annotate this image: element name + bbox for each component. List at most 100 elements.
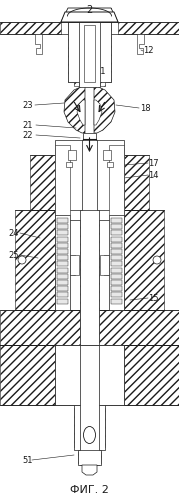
Text: 24: 24 xyxy=(8,229,18,238)
Polygon shape xyxy=(105,22,111,82)
Polygon shape xyxy=(61,8,118,22)
Polygon shape xyxy=(114,345,124,405)
Polygon shape xyxy=(111,224,122,229)
Bar xyxy=(79,22,100,87)
Polygon shape xyxy=(82,143,86,217)
Bar xyxy=(55,140,124,220)
Polygon shape xyxy=(111,286,122,291)
Polygon shape xyxy=(57,224,68,229)
Polygon shape xyxy=(93,143,97,217)
Polygon shape xyxy=(96,452,101,463)
Polygon shape xyxy=(111,299,122,304)
Polygon shape xyxy=(57,280,68,285)
Polygon shape xyxy=(0,22,61,34)
Bar xyxy=(68,150,76,160)
Polygon shape xyxy=(57,237,68,242)
Polygon shape xyxy=(104,255,109,275)
Text: 23: 23 xyxy=(22,100,33,109)
Polygon shape xyxy=(100,408,105,447)
Text: 51: 51 xyxy=(22,455,33,465)
Polygon shape xyxy=(124,345,179,405)
Polygon shape xyxy=(95,213,99,342)
Polygon shape xyxy=(80,348,84,462)
Polygon shape xyxy=(74,78,79,86)
Polygon shape xyxy=(117,148,124,212)
Bar xyxy=(109,145,124,215)
Polygon shape xyxy=(111,280,122,285)
Polygon shape xyxy=(57,299,68,304)
Polygon shape xyxy=(55,345,65,405)
Polygon shape xyxy=(111,243,122,248)
Text: 17: 17 xyxy=(148,159,159,167)
Bar xyxy=(83,133,96,145)
Polygon shape xyxy=(111,237,122,242)
Polygon shape xyxy=(57,292,68,297)
Polygon shape xyxy=(64,85,85,133)
Polygon shape xyxy=(100,78,105,86)
Bar xyxy=(78,450,101,465)
Polygon shape xyxy=(111,218,122,223)
Text: 22: 22 xyxy=(22,131,33,140)
Ellipse shape xyxy=(153,256,161,264)
Polygon shape xyxy=(118,22,179,34)
Polygon shape xyxy=(111,292,122,297)
Polygon shape xyxy=(124,210,164,310)
Bar xyxy=(55,145,70,215)
Bar xyxy=(109,215,124,310)
Polygon shape xyxy=(57,286,68,291)
Polygon shape xyxy=(111,255,122,260)
Ellipse shape xyxy=(18,256,26,264)
Polygon shape xyxy=(55,148,62,212)
Polygon shape xyxy=(94,100,102,125)
Polygon shape xyxy=(57,274,68,279)
Bar xyxy=(82,140,97,220)
Polygon shape xyxy=(107,150,111,160)
Polygon shape xyxy=(57,261,68,266)
Polygon shape xyxy=(82,465,97,475)
Bar xyxy=(100,255,109,275)
Polygon shape xyxy=(111,267,122,272)
Bar xyxy=(66,162,72,167)
Ellipse shape xyxy=(83,426,96,443)
Polygon shape xyxy=(55,395,124,405)
Bar xyxy=(80,210,99,345)
Bar xyxy=(68,22,111,82)
Text: 11: 11 xyxy=(95,67,105,76)
Bar xyxy=(80,345,99,465)
Polygon shape xyxy=(57,267,68,272)
Polygon shape xyxy=(57,231,68,236)
Polygon shape xyxy=(61,12,118,22)
Text: 18: 18 xyxy=(140,103,151,112)
Polygon shape xyxy=(30,155,55,210)
Bar xyxy=(84,25,95,82)
Text: 14: 14 xyxy=(148,170,158,179)
Polygon shape xyxy=(95,348,99,462)
Polygon shape xyxy=(111,261,122,266)
Polygon shape xyxy=(74,408,79,447)
Polygon shape xyxy=(111,249,122,254)
Polygon shape xyxy=(57,243,68,248)
Bar xyxy=(107,162,113,167)
Polygon shape xyxy=(77,100,85,125)
Polygon shape xyxy=(94,85,115,133)
Polygon shape xyxy=(57,218,68,223)
Polygon shape xyxy=(57,249,68,254)
Polygon shape xyxy=(80,213,84,342)
Polygon shape xyxy=(68,150,72,160)
Polygon shape xyxy=(0,310,179,345)
Polygon shape xyxy=(57,255,68,260)
Polygon shape xyxy=(0,345,55,405)
Polygon shape xyxy=(35,34,42,54)
Polygon shape xyxy=(111,274,122,279)
Bar xyxy=(55,215,70,310)
Polygon shape xyxy=(137,34,144,54)
Polygon shape xyxy=(70,255,75,275)
Text: 2: 2 xyxy=(86,5,92,15)
Bar xyxy=(103,150,111,160)
Text: 25: 25 xyxy=(8,250,18,259)
Polygon shape xyxy=(15,210,55,310)
Polygon shape xyxy=(68,22,74,82)
Polygon shape xyxy=(78,452,83,463)
Bar xyxy=(70,255,79,275)
Polygon shape xyxy=(111,231,122,236)
